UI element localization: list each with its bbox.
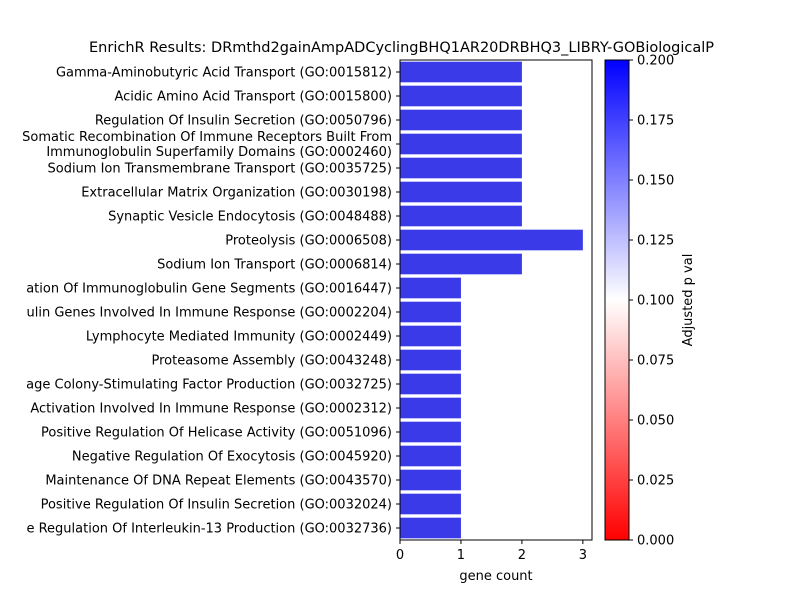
bar-5 xyxy=(400,181,522,203)
x-axis: 0 1 2 3 xyxy=(396,540,587,563)
y-tick-label-4: Sodium Ion Transmembrane Transport (GO:0… xyxy=(47,162,392,177)
bar-10 xyxy=(400,301,461,323)
x-tick-label-3: 3 xyxy=(579,548,587,563)
bar-8 xyxy=(400,253,522,275)
y-tick-label-6: Synaptic Vesicle Endocytosis (GO:0048488… xyxy=(108,210,392,225)
bar-16 xyxy=(400,445,461,467)
bar-17 xyxy=(400,469,461,491)
bar-9 xyxy=(400,277,461,299)
y-tick-label-5: Extracellular Matrix Organization (GO:00… xyxy=(81,186,392,201)
x-tick-label-1: 1 xyxy=(457,548,465,563)
y-tick-label-7: Proteolysis (GO:0006508) xyxy=(225,234,392,249)
y-tick-label-12: Proteasome Assembly (GO:0043248) xyxy=(152,354,393,369)
colorbar-tick-label-7: 0.175 xyxy=(637,114,674,129)
y-tick-label-18: Positive Regulation Of Insulin Secretion… xyxy=(41,498,392,513)
y-tick-label-2: Regulation Of Insulin Secretion (GO:0050… xyxy=(95,114,392,129)
colorbar xyxy=(604,59,630,541)
colorbar-ticks: 0.000 0.025 0.050 0.075 0.100 0.125 0.150 0.175… xyxy=(629,54,674,549)
y-tick-labels: Gamma-Aminobutyric Acid Transport (GO:00… xyxy=(22,66,400,537)
y-tick-label-0: Gamma-Aminobutyric Acid Transport (GO:00… xyxy=(56,66,392,81)
x-tick-label-2: 2 xyxy=(518,548,526,563)
y-tick-label-11: Lymphocyte Mediated Immunity (GO:0002449… xyxy=(86,330,392,345)
y-tick-label-13: age Colony-Stimulating Factor Production… xyxy=(26,378,392,393)
bar-7 xyxy=(400,229,583,251)
plot-frame xyxy=(399,59,593,541)
colorbar-tick-label-4: 0.100 xyxy=(637,294,674,309)
bar-11 xyxy=(400,325,461,347)
bar-1 xyxy=(400,85,522,107)
bar-12 xyxy=(400,349,461,371)
y-tick-label-15: Positive Regulation Of Helicase Activity… xyxy=(41,426,392,441)
y-tick-label-9: ation Of Immunoglobulin Gene Segments (G… xyxy=(26,282,392,297)
bar-3 xyxy=(400,133,522,155)
bars-group xyxy=(400,61,583,539)
colorbar-tick-label-0: 0.000 xyxy=(637,534,674,549)
bar-13 xyxy=(400,373,461,395)
y-tick-label-1: Acidic Amino Acid Transport (GO:0015800) xyxy=(114,90,392,105)
y-tick-label-14: Activation Involved In Immune Response (… xyxy=(30,402,392,417)
colorbar-tick-label-5: 0.125 xyxy=(637,234,674,249)
y-tick-label-8: Sodium Ion Transport (GO:0006814) xyxy=(157,258,392,273)
chart-title: EnrichR Results: DRmthd2gainAmpADCycling… xyxy=(89,40,714,56)
bar-19 xyxy=(400,517,461,539)
colorbar-tick-label-2: 0.050 xyxy=(637,414,674,429)
bar-6 xyxy=(400,205,522,227)
colorbar-tick-label-3: 0.075 xyxy=(637,354,674,369)
y-tick-label-19: e Regulation Of Interleukin-13 Productio… xyxy=(26,522,392,537)
y-tick-label-3: Somatic Recombination Of Immune Receptor… xyxy=(22,130,392,160)
colorbar-label: Adjusted p val xyxy=(681,254,696,347)
x-tick-label-0: 0 xyxy=(396,548,404,563)
colorbar-tick-label-6: 0.150 xyxy=(637,174,674,189)
bar-18 xyxy=(400,493,461,515)
bar-15 xyxy=(400,421,461,443)
y-tick-label-17: Maintenance Of DNA Repeat Elements (GO:0… xyxy=(45,474,392,489)
colorbar-tick-label-8: 0.200 xyxy=(637,54,674,69)
bar-14 xyxy=(400,397,461,419)
y-tick-label-10: ulin Genes Involved In Immune Response (… xyxy=(27,306,393,321)
x-axis-label: gene count xyxy=(459,569,532,584)
colorbar-tick-label-1: 0.025 xyxy=(637,474,674,489)
bar-0 xyxy=(400,61,522,83)
bar-4 xyxy=(400,157,522,179)
bar-2 xyxy=(400,109,522,131)
y-tick-label-16: Negative Regulation Of Exocytosis (GO:00… xyxy=(72,450,392,465)
